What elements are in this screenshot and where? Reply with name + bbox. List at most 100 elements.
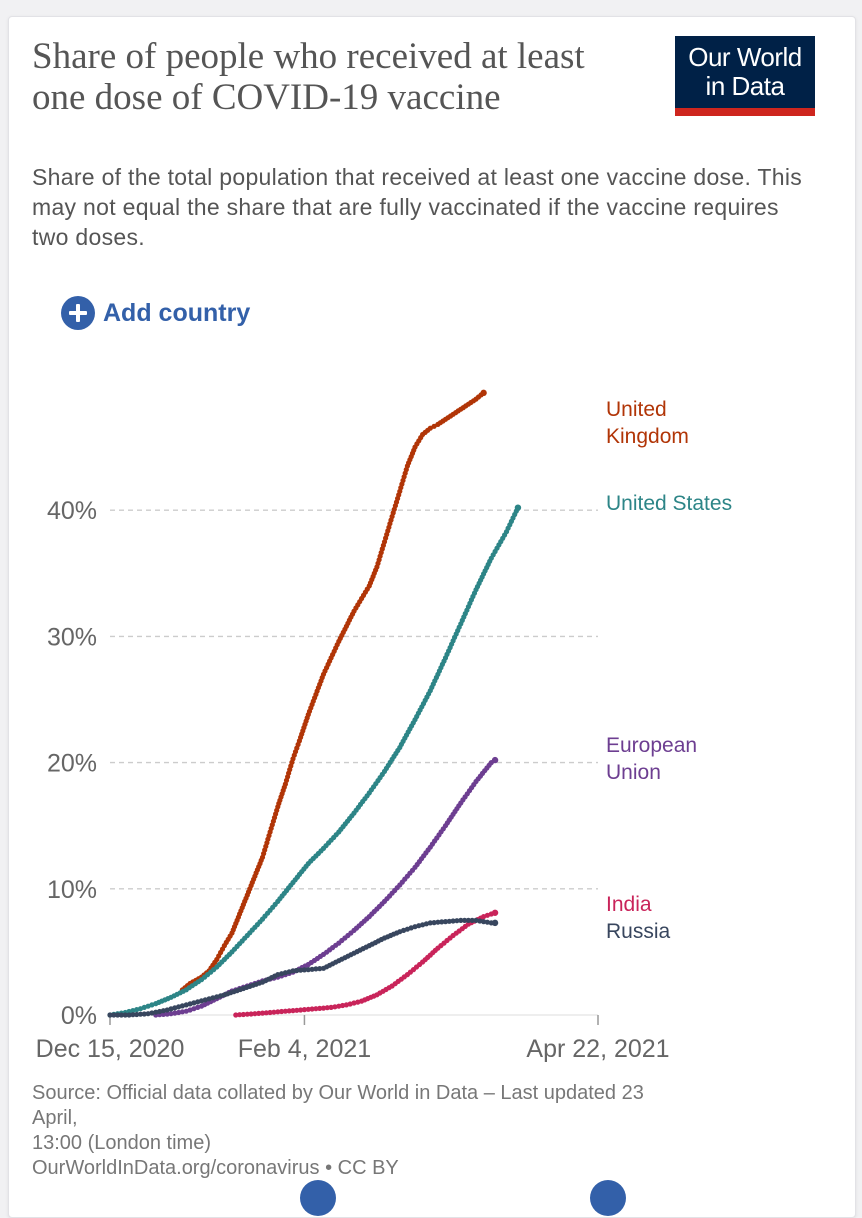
data-point	[439, 919, 445, 925]
data-point	[435, 919, 441, 925]
data-point	[282, 1008, 288, 1014]
data-point-end-russia	[491, 919, 499, 927]
data-point	[450, 918, 456, 924]
data-point	[446, 918, 452, 924]
data-point	[458, 917, 464, 924]
data-point	[141, 1011, 147, 1017]
data-point	[442, 919, 449, 925]
series-markers-india	[233, 911, 494, 1018]
y-tick-label: 10%	[47, 876, 97, 904]
data-point	[462, 917, 468, 924]
data-point	[423, 921, 429, 927]
license-text: • CC BY	[325, 1157, 399, 1179]
data-point	[305, 1006, 311, 1012]
data-point-end-uk	[480, 389, 487, 397]
y-tick-label: 30%	[47, 623, 97, 651]
series-label-eu: European	[606, 734, 697, 757]
data-point	[248, 1011, 254, 1017]
chart-card	[8, 16, 856, 1218]
data-point	[164, 1011, 170, 1017]
source-note: Source: Official data collated by Our Wo…	[32, 1081, 822, 1181]
data-point	[290, 1008, 296, 1014]
series-label-uk: United	[606, 398, 667, 421]
series-label-us: United States	[606, 492, 732, 515]
data-point-end-eu	[491, 756, 499, 764]
series-line-us	[108, 506, 520, 1017]
data-point	[122, 1012, 128, 1018]
owid-logo[interactable]: Our World in Data	[675, 36, 815, 116]
data-point	[332, 1004, 338, 1010]
series-label-eu: Union	[606, 761, 661, 784]
data-point	[115, 1012, 121, 1018]
y-tick-label: 40%	[47, 497, 97, 525]
data-point	[313, 966, 319, 972]
data-point	[126, 1012, 132, 1018]
chart-title: Share of people who received at least on…	[32, 36, 585, 118]
data-point	[469, 917, 475, 924]
data-point	[240, 1011, 246, 1018]
data-point	[294, 967, 300, 974]
add-country-button[interactable]: Add country	[61, 296, 250, 330]
series-line-uk	[180, 391, 486, 992]
series-markers-uk	[179, 392, 484, 993]
data-point	[431, 920, 437, 926]
pager-dot-left[interactable]	[300, 1180, 336, 1216]
logo-line-1: Our World	[688, 42, 802, 72]
add-country-label[interactable]: Add country	[103, 298, 251, 327]
plus-circle-icon[interactable]	[61, 296, 95, 330]
data-point	[271, 1009, 277, 1015]
data-point	[130, 1012, 136, 1018]
data-point	[317, 966, 323, 972]
data-point	[267, 1009, 273, 1016]
series-markers-us	[107, 508, 519, 1018]
data-point	[317, 1005, 323, 1012]
data-point	[237, 1012, 243, 1018]
data-point	[309, 1006, 315, 1012]
data-point	[309, 966, 315, 972]
data-point	[210, 995, 216, 1001]
data-point	[149, 1010, 155, 1016]
series-markers-russia	[107, 917, 494, 1018]
data-point	[484, 919, 490, 925]
data-point	[301, 1007, 307, 1013]
source-line-3: 13:00 (London time)	[32, 1132, 212, 1154]
data-point	[107, 1012, 113, 1018]
y-tick-label: 20%	[47, 750, 97, 778]
data-point	[301, 967, 307, 973]
line-chart: 0% 10% 20% 30% 40% Dec 15, 2020 Feb 4, 2021 Apr…	[36, 389, 732, 1063]
data-point	[263, 1010, 269, 1016]
logo-stripe	[675, 108, 815, 116]
data-point	[111, 1012, 117, 1018]
x-tick-label: Feb 4, 2021	[238, 1035, 371, 1063]
data-point	[179, 1003, 185, 1009]
x-tick-label: Dec 15, 2020	[36, 1035, 185, 1063]
data-point	[324, 1005, 330, 1011]
source-line-2: April,	[32, 1107, 78, 1129]
series-label-russia: Russia	[606, 920, 671, 943]
data-point	[465, 917, 471, 924]
series-label-india: India	[606, 893, 652, 916]
data-point	[298, 1007, 304, 1013]
data-point	[290, 968, 296, 974]
data-point	[149, 1002, 155, 1008]
source-line-1: Source: Official data collated by Our Wo…	[32, 1082, 644, 1104]
data-point	[298, 967, 304, 973]
data-point	[160, 1011, 166, 1018]
y-tick-label: 0%	[61, 1002, 97, 1030]
owid-logo-text: Our World in Data	[675, 43, 815, 101]
source-url-link[interactable]: OurWorldInData.org/coronavirus	[32, 1157, 320, 1179]
data-point	[305, 967, 311, 973]
data-point	[118, 1012, 124, 1018]
chart-subtitle: Share of the total population that recei…	[32, 164, 803, 250]
data-point	[313, 1006, 319, 1012]
x-tick-label: Apr 22, 2021	[526, 1035, 669, 1063]
logo-line-2: in Data	[705, 71, 785, 101]
data-point	[275, 1009, 281, 1015]
data-point	[320, 1005, 327, 1011]
data-point	[294, 1007, 300, 1013]
data-point	[134, 1011, 140, 1018]
data-point	[179, 1009, 185, 1015]
pager-dot-right[interactable]	[590, 1180, 626, 1216]
data-point	[286, 1008, 292, 1014]
data-point	[252, 1011, 258, 1017]
